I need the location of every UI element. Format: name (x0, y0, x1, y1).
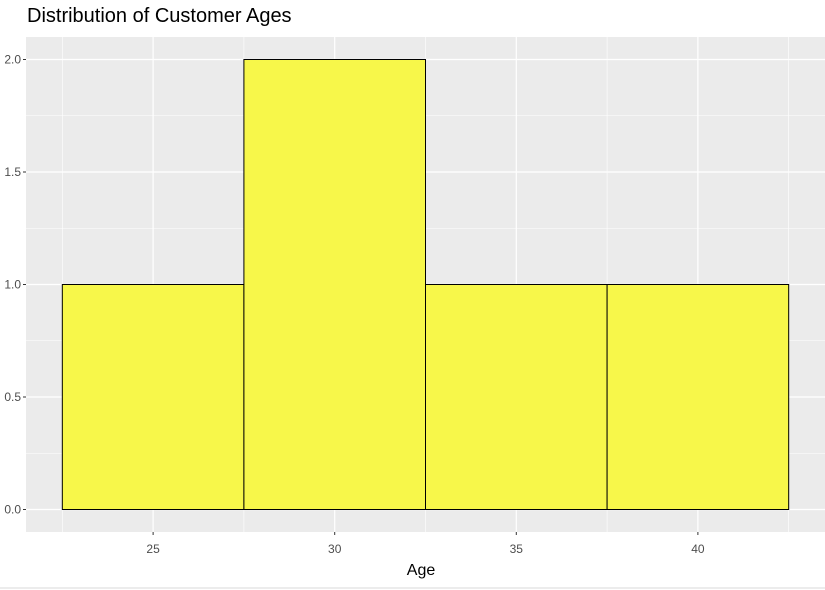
x-tick-label: 25 (146, 542, 160, 556)
y-tick-label: 1.0 (4, 278, 21, 292)
y-axis: 0.0 0.5 1.0 1.5 2.0 (4, 53, 26, 517)
y-tick-label: 0.0 (4, 503, 21, 517)
y-tick-label: 0.5 (4, 390, 21, 404)
histogram-bar (425, 284, 608, 510)
histogram-bar (606, 284, 790, 510)
x-axis: 25 30 35 40 (146, 532, 705, 556)
bars (61, 59, 790, 510)
chart-title: Distribution of Customer Ages (27, 5, 292, 27)
x-tick-label: 30 (328, 542, 342, 556)
y-tick-label: 2.0 (4, 53, 21, 67)
histogram-bar (243, 59, 426, 510)
histogram-bar (61, 284, 245, 510)
x-tick-label: 35 (510, 542, 524, 556)
x-axis-title: Age (407, 562, 436, 579)
x-tick-label: 40 (691, 542, 705, 556)
y-tick-label: 1.5 (4, 165, 21, 179)
